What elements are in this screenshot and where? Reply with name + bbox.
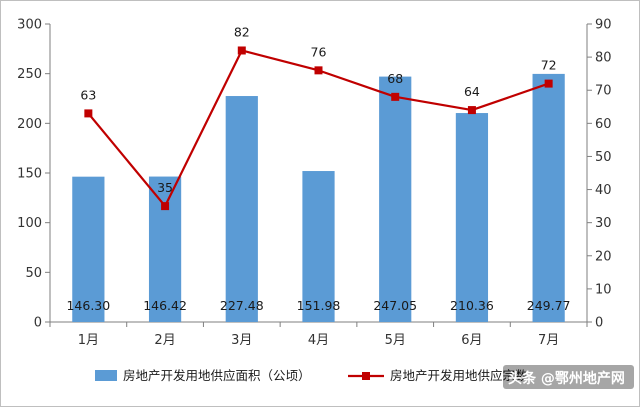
bar	[225, 96, 258, 322]
line-point	[237, 46, 246, 55]
legend-bar-label: 房地产开发用地供应面积（公顷）	[123, 368, 311, 383]
watermark-background	[503, 365, 634, 389]
line-point	[391, 92, 400, 101]
bar-value-label: 210.36	[450, 298, 494, 313]
y-right-tick-label: 30	[595, 216, 612, 231]
legend-line-marker	[362, 372, 370, 380]
y-left-tick-label: 0	[34, 316, 42, 331]
y-left-tick-label: 50	[25, 266, 42, 281]
x-tick-label: 4月	[308, 333, 329, 348]
line-value-label: 72	[541, 58, 557, 73]
y-right-tick-label: 80	[595, 51, 612, 66]
line-value-label: 63	[80, 87, 96, 102]
y-left-tick-label: 250	[17, 67, 42, 82]
line-point	[161, 202, 170, 211]
line-value-label: 64	[464, 84, 480, 99]
x-tick-label: 5月	[385, 333, 406, 348]
y-left-tick-label: 200	[17, 117, 42, 132]
line-value-label: 35	[157, 180, 173, 195]
x-tick-label: 3月	[231, 333, 252, 348]
bar-value-label: 146.42	[143, 298, 187, 313]
x-tick-label: 2月	[154, 333, 175, 348]
legend-bar-swatch	[95, 370, 117, 381]
y-left-tick-label: 150	[17, 167, 42, 182]
bar-value-label: 146.30	[66, 298, 110, 313]
y-right-tick-label: 60	[595, 117, 612, 132]
y-right-tick-label: 10	[595, 282, 612, 297]
bar	[532, 73, 565, 322]
y-right-tick-label: 40	[595, 183, 612, 198]
y-left-tick-label: 300	[17, 18, 42, 33]
line-value-label: 68	[387, 71, 403, 86]
bar-value-label: 151.98	[297, 298, 341, 313]
y-right-tick-label: 20	[595, 249, 612, 264]
line-point	[84, 109, 93, 118]
x-tick-label: 1月	[78, 333, 99, 348]
bar	[72, 176, 105, 322]
y-right-tick-label: 90	[595, 18, 612, 33]
legend-line-label: 房地产开发用地供应宗数	[390, 368, 528, 383]
legend: 房地产开发用地供应面积（公顷） 房地产开发用地供应宗数	[95, 368, 528, 383]
bar	[302, 171, 335, 322]
watermark-text: 头条 @鄂州地产网	[508, 370, 625, 387]
bar-value-label: 227.48	[220, 298, 264, 313]
line-value-label: 76	[311, 44, 327, 59]
y-right-tick-label: 70	[595, 84, 612, 99]
y-left-tick-label: 100	[17, 216, 42, 231]
bar	[148, 176, 182, 322]
bar	[379, 76, 412, 322]
line-value-label: 82	[234, 24, 250, 39]
x-tick-label: 6月	[461, 333, 482, 348]
bar-value-label: 249.77	[527, 298, 571, 313]
y-right-tick-label: 0	[595, 316, 603, 331]
line-point	[467, 106, 476, 115]
bar	[455, 113, 489, 323]
x-tick-label: 7月	[538, 333, 559, 348]
line-point	[314, 66, 323, 75]
plot-area: 0 50 100 150 200 250 300 0 10 20 30 40 50 60 70 80 90 1月 2…	[17, 18, 611, 349]
bar-value-label: 247.05	[373, 298, 417, 313]
watermark: 头条 @鄂州地产网	[503, 365, 634, 389]
y-right-tick-label: 50	[595, 150, 612, 165]
line-point	[544, 79, 553, 88]
